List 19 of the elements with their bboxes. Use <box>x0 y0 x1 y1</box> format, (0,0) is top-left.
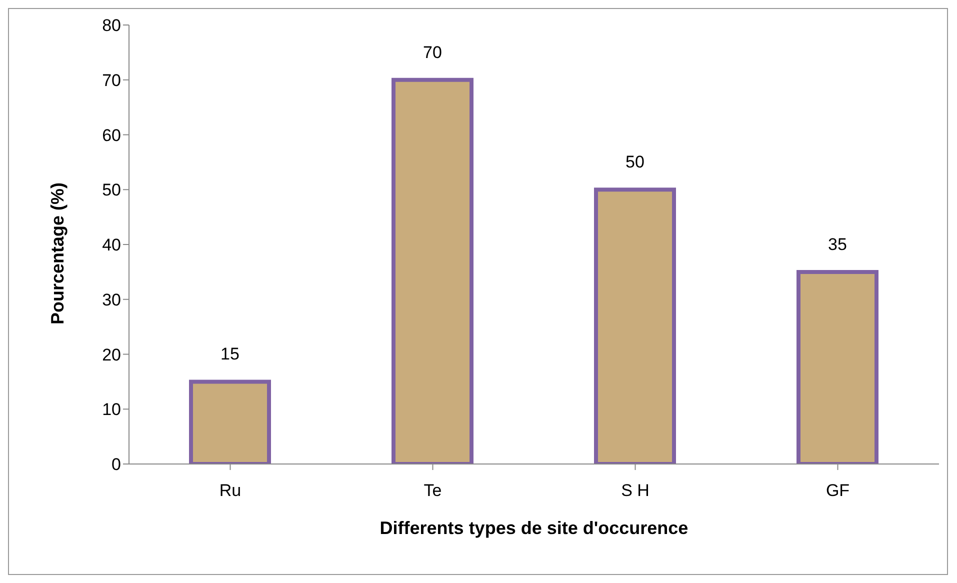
y-tick-label: 30 <box>102 290 121 310</box>
y-axis-title: Pourcentage (%) <box>47 182 68 324</box>
data-label: 35 <box>828 234 847 254</box>
y-tick-label: 40 <box>102 236 121 255</box>
y-tick-label: 60 <box>102 126 121 145</box>
x-axis-title: Differents types de site d'occurence <box>380 518 688 538</box>
data-label: 70 <box>423 42 442 62</box>
y-tick-label: 20 <box>102 345 121 364</box>
y-tick-label: 0 <box>112 455 121 474</box>
y-tick-label: 50 <box>102 180 121 200</box>
y-tick-label: 80 <box>102 16 121 36</box>
y-tick-label: 10 <box>102 400 121 420</box>
y-tick-label: 70 <box>102 70 121 90</box>
x-tick-label: Te <box>424 481 442 500</box>
x-tick-label: S H <box>621 481 650 500</box>
x-tick-label: GF <box>826 481 850 500</box>
data-label: 50 <box>626 152 644 172</box>
data-label: 15 <box>220 344 240 364</box>
x-tick-label: Ru <box>219 481 242 500</box>
